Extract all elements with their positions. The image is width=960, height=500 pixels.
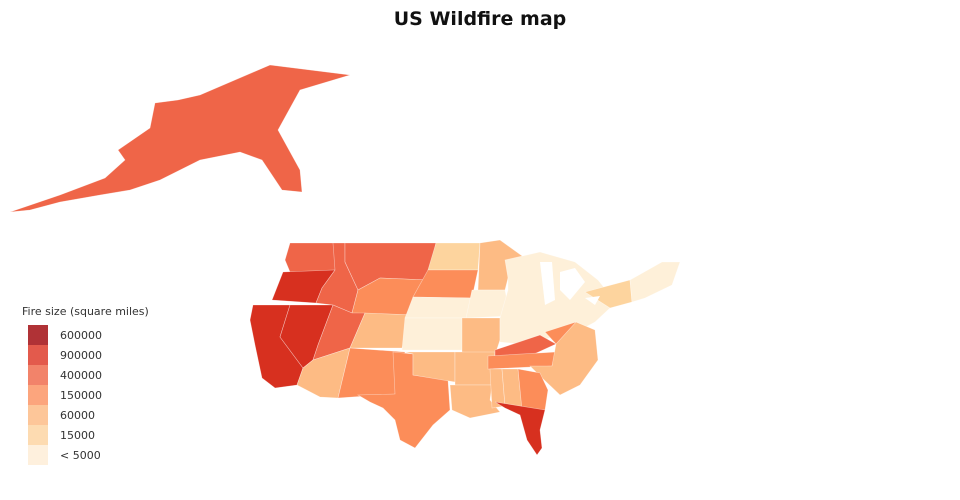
- lake: [560, 268, 585, 300]
- legend-swatch: [28, 365, 48, 385]
- legend-item[interactable]: 15000: [22, 425, 149, 445]
- lake: [540, 262, 555, 305]
- legend-swatch: [28, 405, 48, 425]
- region-fl[interactable]: [494, 401, 546, 456]
- legend-swatch: [28, 425, 48, 445]
- legend-label: 900000: [60, 348, 102, 362]
- legend-item[interactable]: 900000: [22, 345, 149, 365]
- legend-label: 150000: [60, 388, 102, 402]
- legend-item[interactable]: 150000: [22, 385, 149, 405]
- legend: Fire size (square miles) 600000 900000 400…: [22, 305, 149, 465]
- legend-swatch: [28, 385, 48, 405]
- region-ky[interactable]: [494, 334, 557, 357]
- legend-item[interactable]: 400000: [22, 365, 149, 385]
- legend-label: 15000: [60, 428, 95, 442]
- legend-label: < 5000: [60, 448, 101, 462]
- region-newengland[interactable]: [629, 261, 681, 303]
- lake: [585, 296, 600, 305]
- legend-label: 600000: [60, 328, 102, 342]
- region-ak[interactable]: [9, 64, 351, 213]
- legend-swatch: [28, 445, 48, 465]
- region-mo[interactable]: [461, 317, 501, 356]
- region-ok[interactable]: [404, 351, 456, 383]
- region-ne[interactable]: [404, 296, 473, 319]
- legend-swatch: [28, 325, 48, 345]
- legend-item[interactable]: 60000: [22, 405, 149, 425]
- region-ks[interactable]: [401, 317, 466, 351]
- legend-label: 60000: [60, 408, 95, 422]
- region-va_nc_sc[interactable]: [529, 321, 599, 396]
- legend-item[interactable]: 600000: [22, 325, 149, 345]
- region-ga[interactable]: [517, 368, 549, 411]
- legend-item[interactable]: < 5000: [22, 445, 149, 465]
- legend-swatch: [28, 345, 48, 365]
- map-title: US Wildfire map: [393, 8, 567, 30]
- legend-label: 400000: [60, 368, 102, 382]
- legend-title: Fire size (square miles): [22, 305, 149, 318]
- region-nd[interactable]: [427, 242, 481, 271]
